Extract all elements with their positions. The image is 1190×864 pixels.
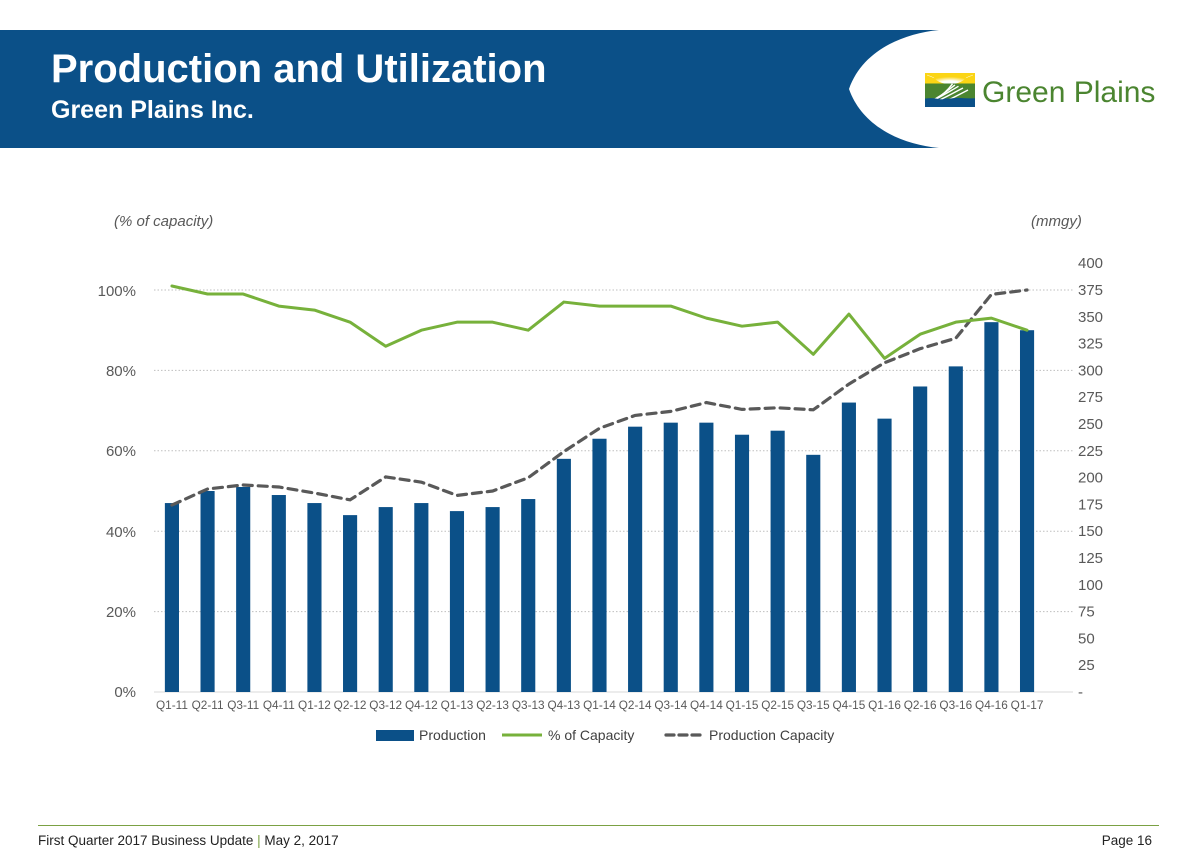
svg-text:175: 175: [1078, 496, 1103, 513]
svg-text:Q2-11: Q2-11: [192, 698, 224, 712]
svg-text:Q3-16: Q3-16: [939, 698, 972, 712]
svg-text:Q1-16: Q1-16: [868, 698, 901, 712]
svg-text:Q2-12: Q2-12: [334, 698, 367, 712]
svg-text:350: 350: [1078, 309, 1103, 326]
svg-text:Q3-15: Q3-15: [797, 698, 830, 712]
svg-text:Q4-13: Q4-13: [547, 698, 580, 712]
svg-text:250: 250: [1078, 416, 1103, 433]
svg-text:200: 200: [1078, 470, 1103, 487]
svg-text:% of Capacity: % of Capacity: [548, 727, 634, 743]
svg-text:300: 300: [1078, 362, 1103, 379]
svg-text:Q1-11: Q1-11: [156, 698, 188, 712]
svg-text:(% of capacity): (% of capacity): [114, 213, 213, 230]
svg-text:Q1-14: Q1-14: [583, 698, 616, 712]
svg-text:Q2-15: Q2-15: [761, 698, 794, 712]
svg-text:40%: 40%: [106, 524, 136, 541]
svg-text:275: 275: [1078, 389, 1103, 406]
svg-text:Production Capacity: Production Capacity: [709, 727, 834, 743]
svg-text:Q3-12: Q3-12: [369, 698, 402, 712]
svg-text:Q3-14: Q3-14: [654, 698, 687, 712]
svg-text:Q3-13: Q3-13: [512, 698, 545, 712]
svg-text:400: 400: [1078, 255, 1103, 272]
svg-text:Q1-13: Q1-13: [441, 698, 474, 712]
svg-text:150: 150: [1078, 523, 1103, 540]
svg-text:50: 50: [1078, 630, 1095, 647]
svg-text:Q4-15: Q4-15: [833, 698, 866, 712]
svg-text:Q1-17: Q1-17: [1011, 698, 1044, 712]
svg-text:Q4-14: Q4-14: [690, 698, 723, 712]
svg-text:60%: 60%: [106, 443, 136, 460]
svg-text:Q1-15: Q1-15: [726, 698, 759, 712]
svg-text:125: 125: [1078, 550, 1103, 567]
svg-text:375: 375: [1078, 282, 1103, 299]
svg-text:100: 100: [1078, 577, 1103, 594]
svg-text:Q4-12: Q4-12: [405, 698, 438, 712]
svg-text:25: 25: [1078, 657, 1095, 674]
svg-text:-: -: [1078, 684, 1083, 701]
svg-text:0%: 0%: [114, 684, 136, 701]
svg-text:225: 225: [1078, 443, 1103, 460]
svg-text:Production: Production: [419, 727, 486, 743]
svg-text:(mmgy): (mmgy): [1031, 213, 1082, 230]
svg-text:Q2-16: Q2-16: [904, 698, 937, 712]
svg-text:Q4-11: Q4-11: [263, 698, 295, 712]
svg-text:Q2-14: Q2-14: [619, 698, 652, 712]
svg-text:80%: 80%: [106, 363, 136, 380]
svg-text:20%: 20%: [106, 604, 136, 621]
svg-text:Q1-12: Q1-12: [298, 698, 331, 712]
svg-text:100%: 100%: [98, 283, 136, 300]
svg-text:Q3-11: Q3-11: [227, 698, 259, 712]
svg-text:75: 75: [1078, 604, 1095, 621]
svg-text:Q4-16: Q4-16: [975, 698, 1008, 712]
svg-text:325: 325: [1078, 336, 1103, 353]
svg-text:Q2-13: Q2-13: [476, 698, 509, 712]
